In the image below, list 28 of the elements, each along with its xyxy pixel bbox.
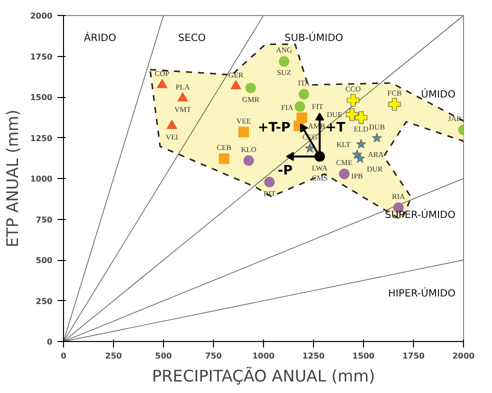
x-axis-title: PRECIPITAÇÃO ANUAL (mm) xyxy=(152,366,376,386)
y-tick-label: 250 xyxy=(36,296,53,306)
x-tick-label: 1750 xyxy=(402,352,426,360)
y-tick-label: 500 xyxy=(36,256,53,265)
y-tick-label: 0 xyxy=(46,338,53,346)
y-tick-label: 750 xyxy=(36,215,53,224)
y-tick-label: 2000 xyxy=(30,12,53,20)
x-tick-label: 500 xyxy=(155,352,172,360)
annotation: HIPER-ÚMIDO xyxy=(388,286,456,300)
y-tick-label: 1500 xyxy=(30,93,53,102)
x-tick-label: 1500 xyxy=(352,352,376,360)
annotation: SECO xyxy=(178,32,206,44)
y-axis-title: ETP ANUAL (mm) xyxy=(3,110,22,248)
x-tick-label: 2000 xyxy=(452,352,476,360)
x-tick-label: 1250 xyxy=(302,352,326,360)
x-tick-label: 0 xyxy=(60,352,67,360)
y-tick-label: 1250 xyxy=(30,134,53,143)
y-tick-label: 1000 xyxy=(30,174,53,184)
annotation: ÁRIDO xyxy=(84,30,116,44)
x-tick-label: 250 xyxy=(105,352,122,360)
y-tick-label: 1750 xyxy=(30,52,53,62)
x-tick-label: 1000 xyxy=(252,352,276,360)
annotation: +T-P xyxy=(258,120,291,136)
annotation: ÚMIDO xyxy=(421,88,456,101)
annotation: +T xyxy=(326,120,346,136)
annotation: -P xyxy=(278,163,293,178)
x-tick-label: 750 xyxy=(205,352,222,360)
annotation: SUB-ÚMIDO xyxy=(284,30,344,44)
